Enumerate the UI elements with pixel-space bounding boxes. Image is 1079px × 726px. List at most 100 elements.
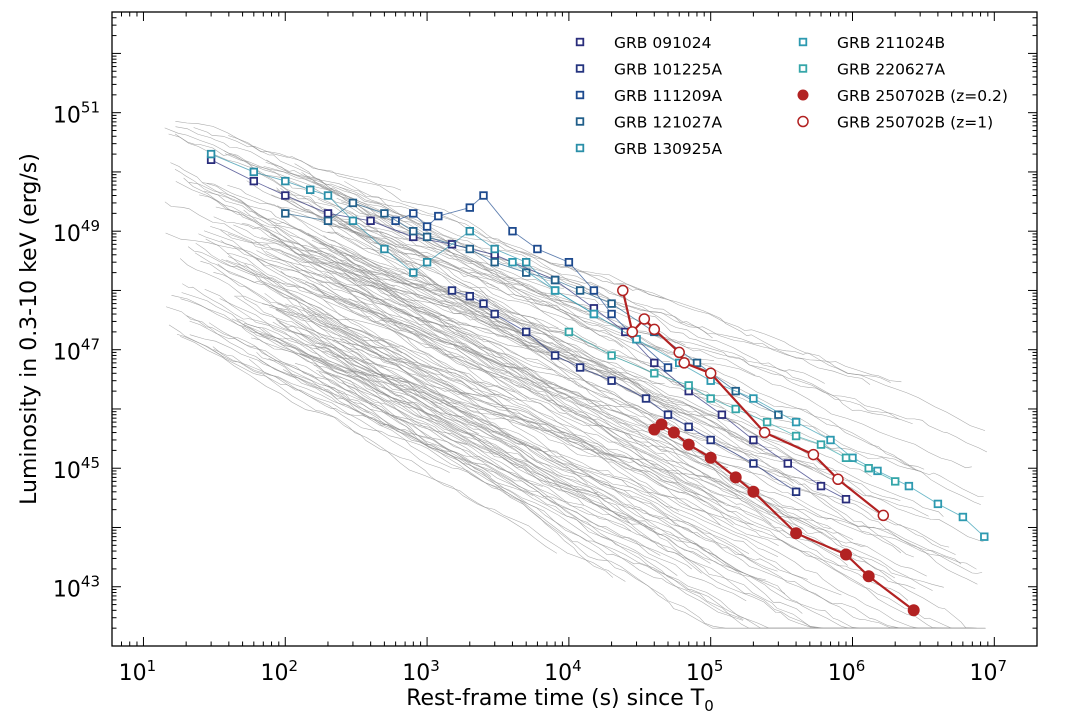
background-lightcurve [338,223,984,497]
background-lightcurve [198,233,559,355]
background-lightcurve [200,260,387,368]
data-point [409,209,418,218]
background-lightcurve [325,371,632,532]
data-point [904,481,914,491]
background-lightcurve [195,242,956,555]
legend-item: GRB 250702B (z=0.2) [797,87,1008,105]
background-lightcurve [179,258,805,629]
legend-label: GRB 220627A [837,61,946,79]
data-point [380,244,389,254]
data-point [575,363,585,372]
background-lightcurve [164,201,428,286]
background-lightcurve [215,206,918,471]
legend: GRB 091024 GRB 101225A GRB 111209A GRB 1210… [575,34,1008,158]
series-2 [447,286,801,496]
data-point [762,417,772,427]
background-lightcurve [242,323,725,504]
background-lightcurve [329,225,988,453]
x-tick-label: 102 [260,657,298,686]
legend-label: GRB 091024 [614,34,712,52]
data-point [607,299,616,308]
data-point [641,394,651,403]
background-lightcurve [339,339,977,570]
data-point [749,459,758,468]
data-point [729,471,742,484]
background-lightcurve [205,238,754,525]
data-point [348,216,358,225]
background-lightcurve [180,336,558,554]
data-point [655,418,668,431]
data-point [678,357,690,369]
data-point [422,257,432,267]
data-point [774,410,783,419]
legend-item: GRB 130925A [575,140,723,158]
background-lightcurve [342,344,744,573]
legend-marker [575,64,585,73]
data-point [422,222,432,231]
data-point [790,527,803,540]
data-point [465,291,474,301]
data-point [434,211,443,221]
background-lightcurve [226,253,854,540]
data-point [465,244,474,254]
data-point [626,326,639,338]
data-point [617,284,629,297]
background-lightcurve [323,299,927,577]
background-lightcurve [210,226,609,370]
data-point [508,257,517,267]
data-point [249,176,258,186]
legend-marker [575,143,585,153]
background-lightcurve [265,250,914,558]
data-point [479,299,488,308]
legend-label: GRB 121027A [614,114,723,132]
data-point [409,268,418,277]
data-point [323,209,333,218]
data-point [840,548,852,561]
background-lightcurve [282,198,670,362]
data-point [550,275,560,285]
x-tick-label: 106 [828,657,866,686]
data-point [907,604,920,617]
background-lightcurve [269,306,700,496]
background-lightcurve [323,235,813,470]
data-point [706,394,715,403]
background-lightcurve [168,324,626,582]
data-point [877,509,890,522]
data-point [281,176,290,186]
data-point [673,346,685,359]
background-lightcurve [299,352,820,629]
data-point [589,286,599,295]
legend-item: GRB 250702B (z=1) [797,114,993,132]
background-lightcurve [275,318,916,589]
background-lightcurve [307,307,831,529]
data-point [550,351,560,360]
background-lightcurve [307,232,985,629]
data-point [323,191,333,200]
background-lightcurve [166,306,747,602]
background-lightcurve [189,320,614,578]
background-lightcurve [235,296,588,484]
background-lightcurve [243,322,823,534]
data-point [692,358,702,368]
background-lightcurve [221,259,944,517]
data-point [479,191,488,200]
data-point [663,410,673,419]
data-point [682,438,695,451]
data-point [650,358,659,368]
legend-marker [575,117,585,126]
data-point [490,309,499,319]
background-lightcurve [285,303,977,629]
data-point [816,481,826,491]
background-lightcurve [243,209,680,512]
background-lightcurve [175,121,402,191]
data-point [704,451,717,464]
data-point [607,351,616,360]
x-tick-label: 103 [402,657,440,686]
series-line [285,202,779,416]
background-lightcurve [208,322,744,620]
background-lightcurve [309,314,511,401]
data-point [206,149,216,159]
background-lightcurve [341,201,891,383]
series-layer [206,149,989,617]
data-point [522,257,531,267]
